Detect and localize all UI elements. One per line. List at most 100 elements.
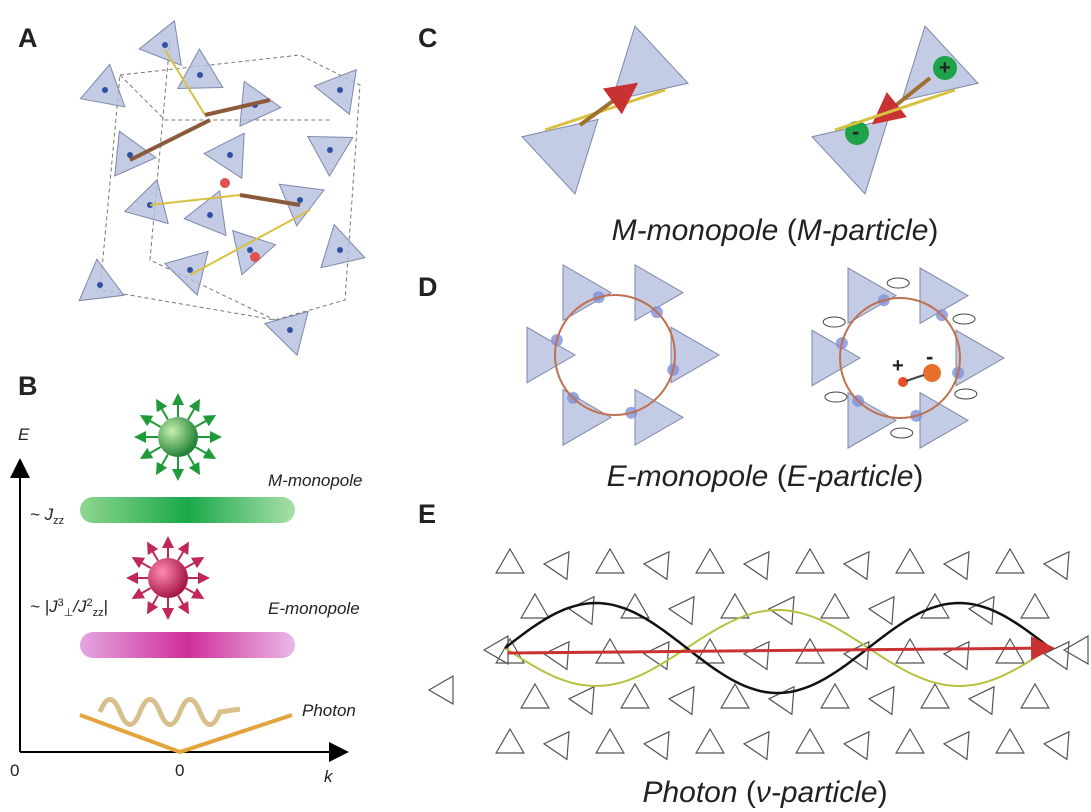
tetrahedron — [644, 552, 669, 580]
caption-part: ( — [768, 460, 786, 493]
tetrahedron — [921, 684, 949, 708]
tetrahedron — [569, 597, 594, 625]
tetrahedron — [644, 642, 669, 670]
tetrahedron — [896, 549, 924, 573]
tetrahedron — [569, 687, 594, 715]
photon-label: Photon — [302, 701, 356, 720]
energy-part: /J — [72, 597, 87, 616]
tetrahedron — [125, 180, 168, 224]
spin-site — [327, 147, 333, 153]
spin-site — [187, 267, 193, 273]
tetrahedron — [496, 549, 524, 573]
caption-part: M-monopole — [612, 214, 779, 247]
spin-site — [197, 72, 203, 78]
tetrahedron — [527, 327, 575, 382]
tetrahedron — [621, 684, 649, 708]
lattice-illustration — [79, 21, 365, 355]
caption: E-monopole (E-particle) — [607, 460, 924, 493]
tetrahedron — [821, 594, 849, 618]
caption-part: M-particle — [797, 214, 929, 247]
field-arrow — [185, 588, 202, 598]
tetrahedron — [544, 642, 569, 670]
tetrahedron — [896, 639, 924, 663]
charge: + — [939, 57, 951, 79]
origin-label: 0 — [10, 761, 19, 780]
tetrahedron — [1044, 732, 1069, 760]
tetrahedron — [721, 594, 749, 618]
energy-sub: zz — [93, 607, 104, 619]
tetrahedron — [563, 265, 611, 321]
photon-dispersion — [80, 715, 292, 752]
tetrahedron — [796, 549, 824, 573]
energy-part: ~ |J — [30, 597, 58, 616]
propagation-arrow — [508, 648, 1052, 653]
m-level-band — [80, 497, 295, 523]
panel-letter: D — [418, 272, 438, 302]
tetrahedron — [612, 26, 688, 101]
tetrahedron — [521, 684, 549, 708]
spin-site — [337, 247, 343, 253]
loop — [955, 389, 977, 399]
tetrahedron — [696, 729, 724, 753]
tetrahedron — [484, 636, 508, 664]
field-arrow — [188, 401, 199, 420]
tetrahedron — [944, 642, 969, 670]
tetrahedron — [969, 687, 994, 715]
tetrahedron — [279, 184, 324, 226]
tetrahedron — [744, 552, 769, 580]
spin-site — [97, 282, 103, 288]
spin-site — [207, 212, 213, 218]
spin-site — [102, 87, 108, 93]
tetrahedron — [920, 393, 968, 449]
tetrahedron — [544, 552, 569, 580]
loop — [825, 392, 847, 402]
tetrahedron — [869, 687, 894, 715]
tetrahedron — [844, 552, 869, 580]
y-axis-label: E — [18, 425, 30, 444]
spin-site — [337, 87, 343, 93]
tetrahedron — [308, 137, 353, 177]
caption-part: E-particle — [787, 460, 914, 493]
level-name: M-monopole — [268, 471, 363, 490]
tetrahedron — [429, 676, 453, 704]
energy-part: ~ J — [30, 505, 54, 524]
tetrahedron — [139, 21, 181, 66]
photon-wave — [100, 700, 240, 725]
field-arrow — [142, 447, 161, 458]
tetrahedron — [956, 330, 1004, 385]
field-arrow — [148, 543, 158, 560]
tetrahedron — [596, 729, 624, 753]
unit-cell — [120, 75, 330, 120]
tetrahedron — [115, 131, 156, 176]
energy-sub: zz — [53, 515, 64, 527]
energy-scale: ~ Jzz — [30, 505, 64, 527]
field-arrow — [178, 543, 188, 560]
panel-letter: C — [418, 23, 438, 53]
spin-site — [227, 152, 233, 158]
field-arrow — [195, 416, 214, 427]
spin-site — [287, 327, 293, 333]
bond — [545, 90, 665, 130]
spin-site — [162, 42, 168, 48]
energy-sub: ⊥ — [64, 607, 74, 619]
spin-arrow — [580, 85, 635, 125]
tetrahedron — [744, 732, 769, 760]
charge-ball — [923, 364, 941, 382]
m-monopole-illustration: + - M-monopole (M-particle) — [522, 26, 978, 247]
tetrahedron — [79, 259, 124, 300]
x-zero-label: 0 — [175, 761, 184, 780]
tetrahedron — [522, 119, 598, 193]
bond — [130, 120, 210, 160]
photon-illustration: Photon (ν-particle) — [429, 549, 1088, 809]
dipole — [906, 375, 924, 381]
tetrahedron — [721, 684, 749, 708]
caption-part: ν-particle — [756, 776, 878, 809]
loop — [887, 278, 909, 288]
monopole-site — [220, 178, 230, 188]
tetrahedron — [869, 597, 894, 625]
panel-letter: A — [18, 23, 38, 53]
caption-part: ) — [913, 460, 923, 493]
monopole-site — [250, 252, 260, 262]
tetrahedron — [596, 549, 624, 573]
e-level-band — [80, 632, 295, 658]
